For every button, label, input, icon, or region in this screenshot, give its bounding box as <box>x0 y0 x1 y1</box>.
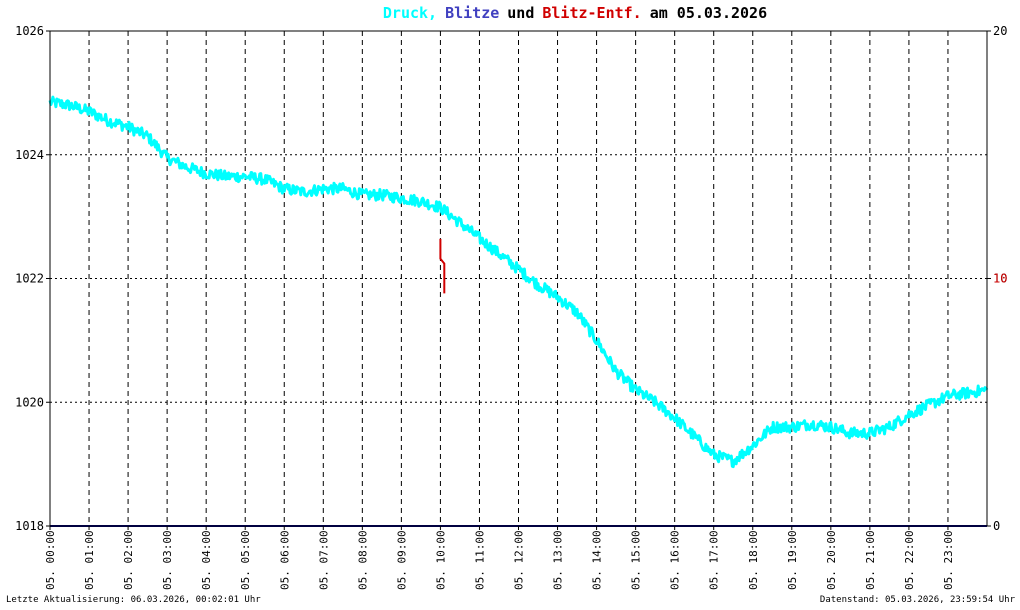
title-druck: Druck, <box>383 4 437 22</box>
x-tick-label: 05. 06:00 <box>278 530 291 590</box>
footer-data-status: Datenstand: 05.03.2026, 23:59:54 Uhr <box>820 595 1016 605</box>
title-und: und <box>507 4 534 22</box>
x-tick-label: 05. 09:00 <box>395 530 408 590</box>
x-tick-label: 05. 03:00 <box>161 530 174 590</box>
x-tick-label: 05. 10:00 <box>434 530 447 590</box>
x-tick-label: 05. 14:00 <box>591 530 604 590</box>
x-tick-label: 05. 00:00 <box>44 530 57 590</box>
y-left-tick-label: 1018 <box>15 519 44 533</box>
series-druck <box>48 95 989 469</box>
x-tick-label: 05. 08:00 <box>356 530 369 590</box>
x-tick-label: 05. 20:00 <box>825 530 838 590</box>
x-tick-label: 05. 21:00 <box>864 530 877 590</box>
x-tick-label: 05. 16:00 <box>669 530 682 590</box>
x-tick-label: 05. 19:00 <box>786 530 799 590</box>
x-tick-label: 05. 02:00 <box>122 530 135 590</box>
y-right-tick-label: 10 <box>993 272 1007 286</box>
x-tick-label: 05. 07:00 <box>317 530 330 590</box>
title-date: am 05.03.2026 <box>650 4 767 22</box>
y-left-tick-label: 1020 <box>15 395 44 409</box>
y-right-distance-label: 10 <box>993 272 1007 286</box>
x-tick-label: 05. 22:00 <box>903 530 916 590</box>
x-tick-label: 05. 05:00 <box>239 530 252 590</box>
title-blitz-entf: Blitz-Entf. <box>542 4 641 22</box>
footer-last-update: Letzte Aktualisierung: 06.03.2026, 00:02… <box>6 595 261 605</box>
x-tick-label: 05. 12:00 <box>513 530 526 590</box>
x-tick-label: 05. 23:00 <box>942 530 955 590</box>
title-blitze: Blitze <box>445 4 499 22</box>
x-tick-label: 05. 15:00 <box>630 530 643 590</box>
x-tick-label: 05. 18:00 <box>747 530 760 590</box>
y-left-tick-label: 1024 <box>15 148 44 162</box>
x-tick-label: 05. 17:00 <box>708 530 721 590</box>
y-right-tick-label: 0 <box>993 519 1000 533</box>
x-tick-label: 05. 04:00 <box>200 530 213 590</box>
y-right-tick-label: 20 <box>993 24 1007 38</box>
y-left-tick-label: 1022 <box>15 272 44 286</box>
x-tick-label: 05. 11:00 <box>473 530 486 590</box>
chart-title: Druck, Blitze und Blitz-Entf. am 05.03.2026 <box>383 4 767 22</box>
x-tick-label: 05. 13:00 <box>552 530 565 590</box>
grid <box>50 31 987 526</box>
series-blitz-entf <box>439 238 446 294</box>
y-left-tick-label: 1026 <box>15 24 44 38</box>
x-tick-label: 05. 01:00 <box>83 530 96 590</box>
